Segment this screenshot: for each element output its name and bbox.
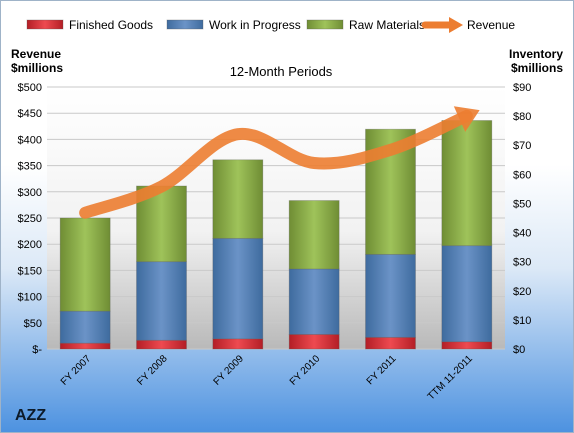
left-tick-label: $400 (18, 134, 42, 146)
bar-finished-goods (365, 336, 416, 350)
x-tick-label: FY 2010 (288, 353, 323, 388)
right-tick-label: $10 (513, 315, 531, 327)
bar-work-in-progress (212, 237, 264, 340)
right-tick-label: $20 (513, 286, 531, 298)
revenue-line-path (79, 109, 473, 219)
left-tick-label: $300 (18, 187, 42, 199)
bar-raw-materials (212, 159, 264, 239)
bar-raw-materials (288, 200, 340, 270)
right-tick-label: $60 (513, 169, 531, 181)
left-tick-label: $250 (18, 213, 42, 225)
bar-work-in-progress (441, 245, 493, 343)
left-tick-label: $100 (18, 292, 42, 304)
legend: Finished Goods Work in Progress Raw Materi… (26, 17, 515, 33)
left-axis-title-line1: Revenue (11, 47, 61, 61)
bar-finished-goods (212, 338, 264, 350)
bar-raw-materials (441, 120, 493, 247)
right-tick-label: $50 (513, 198, 531, 210)
legend-label-revenue: Revenue (467, 18, 515, 32)
chart-title: 12-Month Periods (230, 64, 333, 79)
left-tick-label: $350 (18, 161, 42, 173)
revenue-line (79, 106, 480, 219)
right-tick-label: $30 (513, 257, 531, 269)
bar-finished-goods (441, 341, 493, 350)
bar-work-in-progress (288, 268, 340, 335)
bars (59, 120, 493, 350)
right-tick-label: $80 (513, 111, 531, 123)
bar-work-in-progress (365, 253, 416, 338)
left-tick-label: $450 (18, 108, 42, 120)
x-tick-label: FY 2009 (212, 353, 247, 388)
legend-swatch-raw-materials (306, 19, 344, 30)
bar-work-in-progress (136, 261, 187, 341)
right-tick-label: $70 (513, 140, 531, 152)
x-tick-label: TTM 11-2011 (426, 353, 475, 402)
right-axis-ticks: $0 $10 $20 $30 $40 $50 $60 $70 $80 $90 (513, 82, 531, 356)
right-tick-label: $0 (513, 344, 525, 356)
left-tick-label: $150 (18, 265, 42, 277)
bar-finished-goods (288, 334, 340, 350)
left-tick-label: $50 (24, 318, 42, 330)
right-axis-title-line1: Inventory (509, 47, 563, 61)
legend-label-work-in-progress: Work in Progress (209, 18, 301, 32)
x-tick-label: FY 2008 (135, 353, 170, 388)
left-tick-label: $- (32, 344, 42, 356)
revenue-arrowhead (453, 106, 480, 132)
right-tick-label: $40 (513, 228, 531, 240)
left-axis-ticks: $- $50 $100 $150 $200 $250 $300 $350 $400 $450 $50… (18, 82, 43, 356)
bar-work-in-progress (59, 310, 111, 344)
x-tick-label: FY 2011 (365, 353, 399, 387)
legend-swatch-finished-goods (26, 19, 64, 30)
bar-finished-goods (59, 342, 111, 350)
right-axis-title-line2: $millions (511, 61, 563, 75)
legend-swatch-work-in-progress (166, 19, 204, 30)
legend-swatch-arrow-revenue (449, 17, 463, 33)
x-axis-ticks: FY 2007 FY 2008 FY 2009 FY 2010 FY 2011 TTM 1… (59, 353, 475, 402)
legend-label-finished-goods: Finished Goods (69, 18, 153, 32)
right-tick-label: $90 (513, 82, 531, 94)
legend-label-raw-materials: Raw Materials (349, 18, 425, 32)
bar-raw-materials (59, 217, 111, 312)
bar-finished-goods (136, 339, 187, 350)
x-tick-label: FY 2007 (59, 353, 94, 388)
ticker-label: AZZ (15, 407, 47, 424)
left-axis-title-line2: $millions (11, 61, 63, 75)
left-tick-label: $500 (18, 82, 42, 94)
left-tick-label: $200 (18, 239, 42, 251)
